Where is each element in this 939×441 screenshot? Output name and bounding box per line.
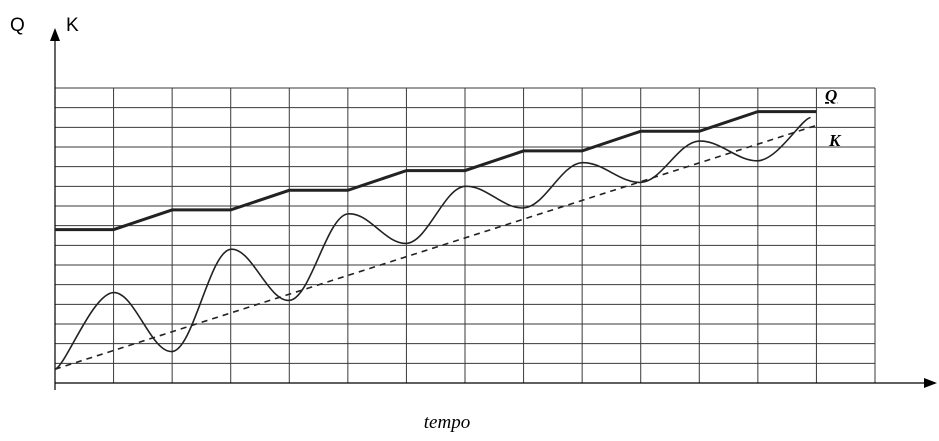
y-axis-label-k: K	[66, 15, 79, 36]
y-axis-arrow-icon	[50, 28, 60, 41]
series-layer	[54, 110, 817, 371]
series-label-k: K	[828, 131, 842, 150]
series-line-2	[54, 116, 811, 371]
series-line-k	[54, 124, 817, 370]
x-axis-arrow-icon	[924, 378, 937, 388]
series-label-q: Q	[825, 86, 837, 105]
grid	[54, 87, 876, 384]
y-axis-label-q: Q	[10, 15, 25, 36]
x-axis-label: tempo	[424, 412, 470, 433]
series-line-q	[55, 110, 817, 232]
axes	[50, 28, 937, 390]
